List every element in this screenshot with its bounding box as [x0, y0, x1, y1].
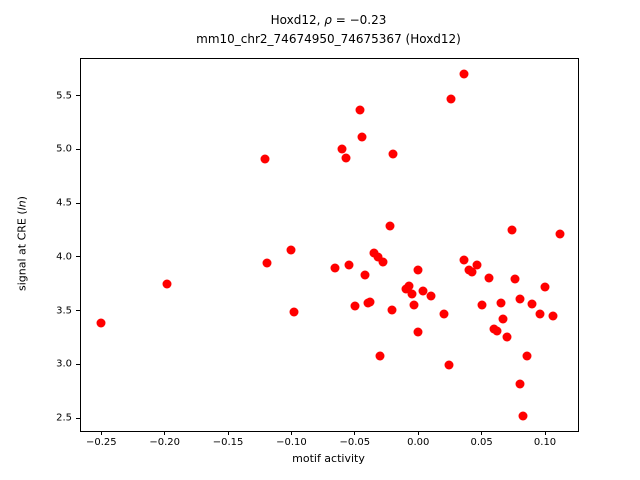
x-tick-label: −0.10: [276, 437, 307, 448]
data-point: [540, 282, 550, 292]
y-tick-label: 3.0: [56, 358, 72, 370]
data-point: [357, 132, 367, 142]
x-tick-mark: [227, 431, 229, 435]
data-point: [388, 149, 398, 159]
data-point: [467, 267, 476, 277]
data-point: [373, 252, 383, 262]
data-point: [344, 260, 354, 270]
data-point: [162, 279, 172, 289]
data-point: [341, 153, 351, 163]
data-point: [459, 69, 469, 79]
data-point: [507, 225, 517, 235]
data-point: [510, 274, 520, 284]
chart-title-line2: mm10_chr2_74674950_74675367 (Hoxd12): [196, 32, 461, 46]
title-correlation-value: = −0.23: [331, 13, 387, 27]
data-point: [375, 351, 385, 361]
y-tick-label: 3.5: [56, 305, 72, 317]
rho-symbol: ρ: [324, 13, 332, 27]
data-point: [535, 309, 545, 319]
data-point: [515, 294, 525, 304]
data-point: [286, 245, 296, 255]
plot-area: −0.25 −0.20 −0.15 −0.10 −0.05 0.00 0.05 0.10 2.5…: [56, 58, 579, 448]
data-point: [404, 281, 414, 291]
x-tick-mark: [544, 431, 546, 435]
data-point: [502, 332, 512, 342]
data-point: [515, 379, 525, 389]
data-point: [387, 305, 397, 314]
data-point: [262, 258, 272, 268]
data-point: [350, 301, 360, 311]
y-tick-mark: [76, 95, 80, 97]
data-point: [260, 154, 270, 164]
y-tick-label: 5.0: [56, 143, 72, 155]
x-tick-label: −0.05: [339, 437, 371, 448]
data-point: [555, 229, 565, 239]
x-tick-mark: [100, 431, 102, 435]
x-tick-label: −0.15: [212, 437, 244, 448]
x-tick-label: 0.10: [533, 437, 557, 448]
data-point: [477, 300, 487, 310]
y-tick-label: 4.5: [56, 197, 72, 209]
x-tick-label: 0.05: [470, 437, 493, 448]
y-tick-label: 2.5: [56, 412, 72, 424]
chart-title-line1: Hoxd12, ρ = −0.23: [80, 12, 577, 28]
x-tick-label: −0.20: [149, 437, 180, 448]
data-point: [355, 105, 365, 115]
data-point: [365, 297, 375, 307]
data-point: [498, 314, 508, 324]
data-point: [378, 257, 388, 267]
data-point: [439, 309, 449, 319]
data-point: [527, 299, 537, 309]
data-point: [413, 265, 423, 275]
y-tick-mark: [76, 202, 80, 204]
x-tick-mark: [481, 431, 483, 435]
x-axis-label: motif activity: [292, 452, 365, 465]
y-tick-mark: [76, 417, 80, 419]
y-tick-mark: [76, 148, 80, 150]
data-point: [96, 318, 106, 328]
y-tick-mark: [76, 256, 80, 258]
data-point: [360, 270, 370, 280]
y-tick-label: 4.0: [56, 251, 72, 263]
data-point: [459, 255, 469, 265]
data-point: [522, 351, 532, 361]
data-point: [444, 360, 454, 370]
data-point: [426, 291, 436, 301]
data-point: [496, 298, 506, 308]
y-tick-mark: [76, 310, 80, 312]
data-point: [407, 289, 417, 299]
x-tick-label: −0.25: [85, 437, 117, 448]
data-point: [418, 286, 428, 296]
data-point: [385, 221, 395, 231]
data-point: [446, 94, 456, 104]
data-point: [492, 326, 502, 336]
data-point: [472, 260, 482, 270]
data-point: [337, 144, 347, 154]
title-text: Hoxd12,: [270, 13, 325, 27]
data-point: [518, 411, 528, 421]
data-point: [484, 273, 494, 283]
x-tick-label: 0.00: [407, 437, 430, 448]
data-point: [330, 263, 340, 273]
y-axis-label: signal at CRE (ln): [15, 196, 29, 292]
y-tick-label: 5.5: [56, 90, 72, 102]
x-tick-mark: [417, 431, 419, 435]
data-point: [289, 307, 299, 317]
x-tick-mark: [354, 431, 356, 435]
x-tick-mark: [164, 431, 166, 435]
data-point: [409, 300, 419, 310]
data-point: [548, 311, 558, 321]
x-tick-mark: [290, 431, 292, 435]
data-point: [413, 327, 423, 337]
y-tick-mark: [76, 363, 80, 365]
